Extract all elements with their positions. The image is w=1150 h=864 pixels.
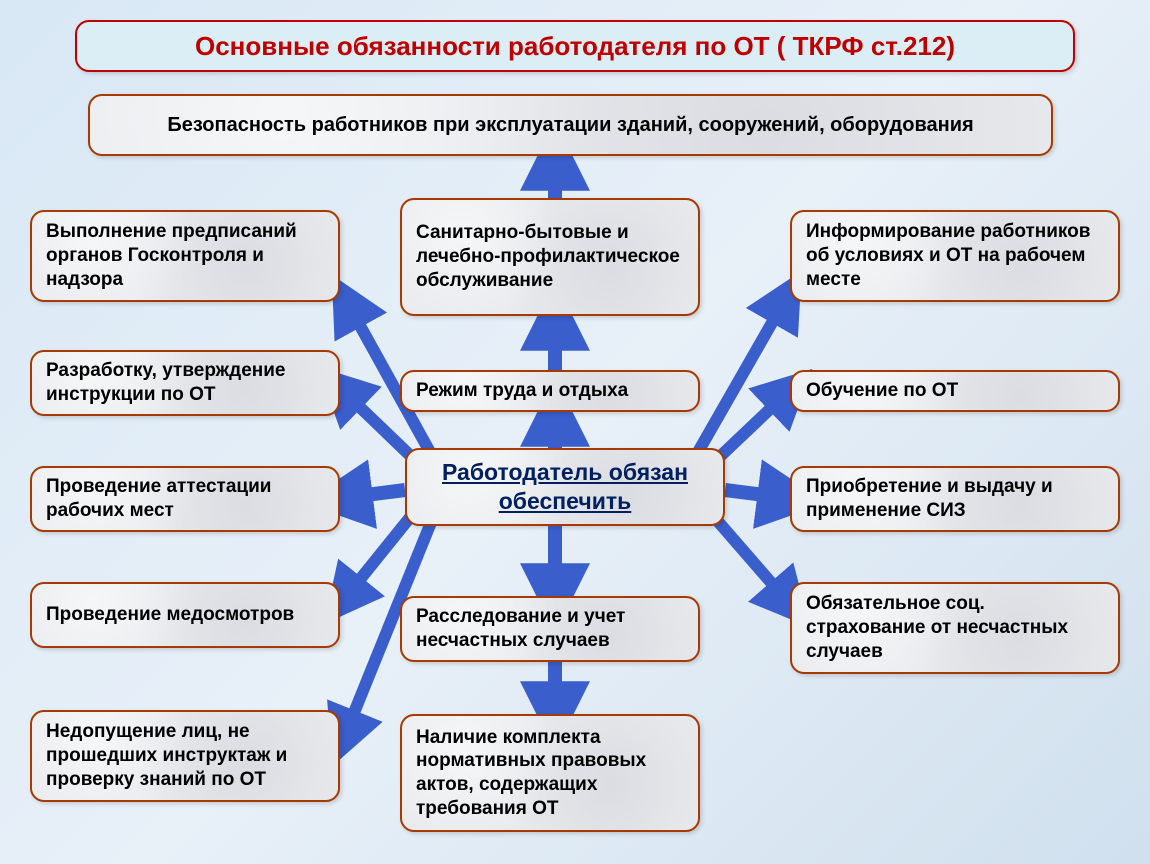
node-instructions: Разработку, утверждение инструкции по ОТ [30, 350, 340, 416]
node-instructions-text: Разработку, утверждение инструкции по ОТ [46, 359, 324, 407]
center-node: Работодатель обязан обеспечить [405, 448, 725, 526]
node-informing: Информирование работников об условиях и … [790, 210, 1120, 302]
center-text: Работодатель обязан обеспечить [421, 458, 709, 516]
node-prescriptions: Выполнение предписаний органов Госконтро… [30, 210, 340, 302]
node-attestation-text: Проведение аттестации рабочих мест [46, 475, 324, 523]
node-safety: Безопасность работников при эксплуатации… [88, 94, 1053, 156]
node-investigation: Расследование и учет несчастных случаев [400, 596, 700, 662]
node-siz-text: Приобретение и выдачу и применение СИЗ [806, 475, 1104, 523]
node-prevention: Недопущение лиц, не прошедших инструктаж… [30, 710, 340, 802]
node-training-text: Обучение по ОТ [806, 379, 958, 403]
node-prevention-text: Недопущение лиц, не прошедших инструктаж… [46, 720, 324, 791]
node-prescriptions-text: Выполнение предписаний органов Госконтро… [46, 220, 324, 291]
node-attestation: Проведение аттестации рабочих мест [30, 466, 340, 532]
node-safety-text: Безопасность работников при эксплуатации… [167, 113, 973, 138]
node-siz: Приобретение и выдачу и применение СИЗ [790, 466, 1120, 532]
node-normative: Наличие комплекта нормативных правовых а… [400, 714, 700, 832]
node-regime-text: Режим труда и отдыха [416, 379, 628, 403]
node-normative-text: Наличие комплекта нормативных правовых а… [416, 726, 684, 821]
node-training: Обучение по ОТ [790, 370, 1120, 412]
node-insurance: Обязательное соц. страхование от несчаст… [790, 582, 1120, 674]
node-medical-text: Проведение медосмотров [46, 603, 294, 627]
title-text: Основные обязанности работодателя по ОТ … [195, 30, 955, 63]
node-sanitary-text: Санитарно-бытовые и лечебно-профилактиче… [416, 221, 684, 292]
node-sanitary: Санитарно-бытовые и лечебно-профилактиче… [400, 198, 700, 316]
title-box: Основные обязанности работодателя по ОТ … [75, 20, 1075, 72]
node-regime: Режим труда и отдыха [400, 370, 700, 412]
node-informing-text: Информирование работников об условиях и … [806, 220, 1104, 291]
node-insurance-text: Обязательное соц. страхование от несчаст… [806, 592, 1104, 663]
node-medical: Проведение медосмотров [30, 582, 340, 648]
node-investigation-text: Расследование и учет несчастных случаев [416, 605, 684, 653]
